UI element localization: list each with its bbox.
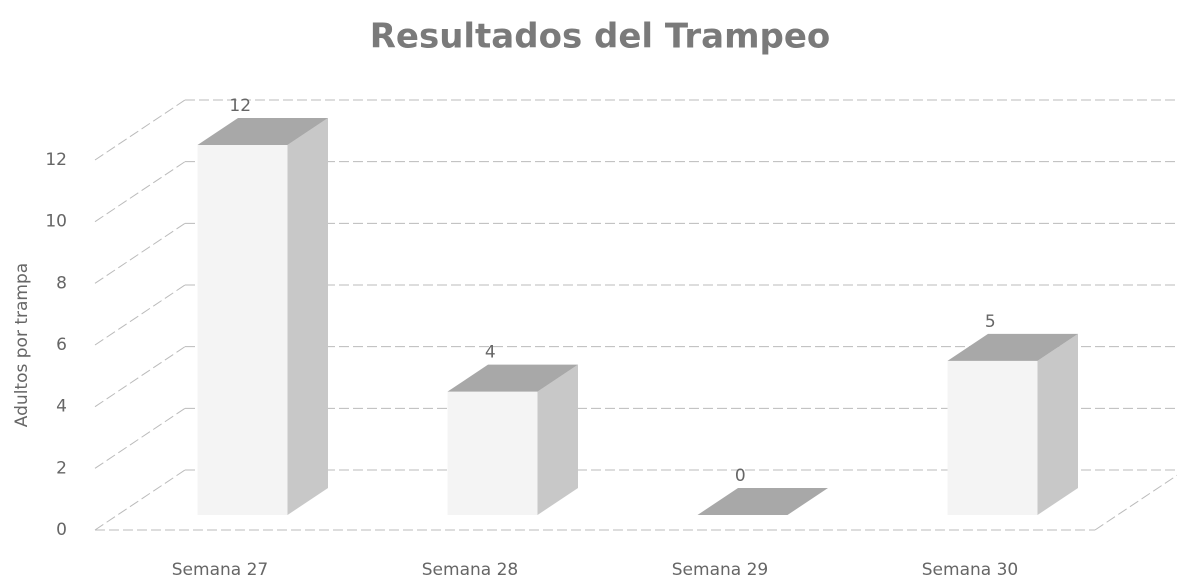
bar xyxy=(447,364,578,515)
bar xyxy=(697,488,828,515)
y-tick-label: 4 xyxy=(56,397,67,417)
bar xyxy=(947,333,1078,515)
x-tick-label: Semana 28 xyxy=(422,560,518,580)
y-tick-label: 8 xyxy=(56,273,67,293)
floor-edge xyxy=(1094,474,1177,531)
y-tick-label: 6 xyxy=(56,335,67,355)
bar-front xyxy=(447,391,538,515)
bar-front xyxy=(197,145,288,515)
side-grid-line xyxy=(94,407,186,469)
y-tick-label: 10 xyxy=(45,212,67,232)
x-tick-label: Semana 29 xyxy=(672,560,768,580)
y-axis-label: Adultos por trampa xyxy=(12,263,32,427)
y-tick-label: 12 xyxy=(45,150,67,170)
side-grid-line xyxy=(94,99,186,161)
side-grid-line xyxy=(94,222,186,284)
side-grid-line xyxy=(94,346,186,408)
bar-top xyxy=(947,333,1078,361)
bar-side xyxy=(287,118,328,515)
side-grid-line xyxy=(94,469,186,531)
bar-front xyxy=(947,360,1038,515)
chart-title: Resultados del Trampeo xyxy=(370,17,831,57)
bar xyxy=(197,118,328,515)
value-label: 4 xyxy=(485,343,496,363)
bar-side xyxy=(537,364,578,515)
x-tick-label: Semana 27 xyxy=(172,560,268,580)
bar-top xyxy=(697,488,828,515)
bar-top xyxy=(197,118,328,145)
y-tick-label: 0 xyxy=(56,520,67,540)
bar-top xyxy=(447,364,578,392)
value-label: 5 xyxy=(985,312,996,332)
side-grid-line xyxy=(94,284,186,346)
y-tick-label: 2 xyxy=(56,458,67,478)
bar-side xyxy=(1037,333,1078,515)
value-label: 12 xyxy=(229,96,251,116)
side-grid-line xyxy=(94,161,186,223)
x-tick-label: Semana 30 xyxy=(922,560,1018,580)
value-label: 0 xyxy=(735,466,746,486)
